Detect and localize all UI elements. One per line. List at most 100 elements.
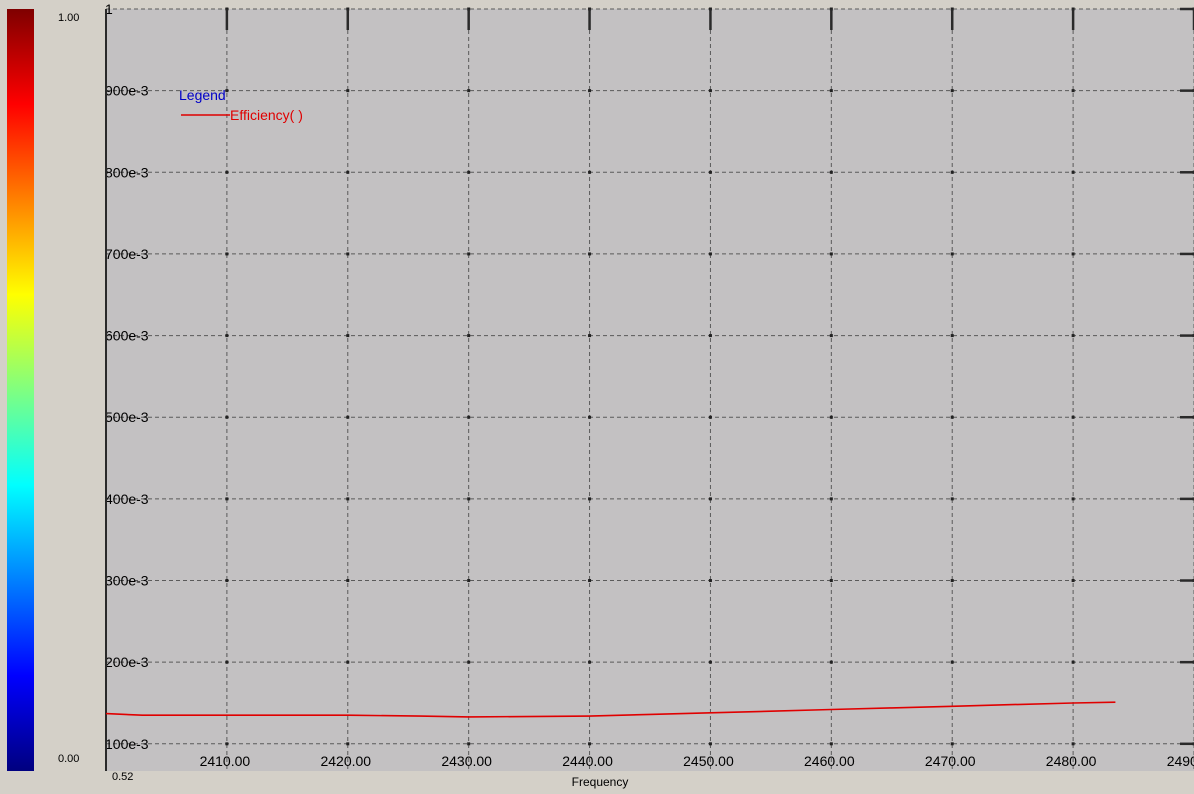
grid-marker bbox=[225, 742, 229, 746]
grid-marker bbox=[829, 89, 833, 93]
grid-marker bbox=[467, 579, 471, 583]
grid-marker bbox=[829, 170, 833, 174]
grid-marker bbox=[588, 334, 592, 338]
grid-marker bbox=[588, 497, 592, 501]
grid-marker bbox=[588, 170, 592, 174]
grid-marker bbox=[950, 334, 954, 338]
grid-marker bbox=[1071, 334, 1075, 338]
grid-marker bbox=[346, 334, 350, 338]
grid-marker bbox=[1071, 660, 1075, 664]
y-tick-label: 600e-3 bbox=[105, 328, 149, 344]
grid-marker bbox=[1071, 742, 1075, 746]
grid-marker bbox=[225, 334, 229, 338]
grid-marker bbox=[588, 742, 592, 746]
grid-marker bbox=[708, 497, 712, 501]
x-axis-label: Frequency bbox=[572, 775, 629, 789]
grid-marker bbox=[829, 334, 833, 338]
colorbar bbox=[7, 9, 34, 771]
grid-marker bbox=[346, 579, 350, 583]
grid-marker bbox=[467, 170, 471, 174]
grid-marker bbox=[588, 579, 592, 583]
grid-marker bbox=[829, 415, 833, 419]
x-axis-min-label: 0.52 bbox=[112, 771, 133, 783]
y-tick-label: 700e-3 bbox=[105, 246, 149, 262]
grid-marker bbox=[346, 89, 350, 93]
grid-marker bbox=[588, 89, 592, 93]
legend: Legend Efficiency( ) bbox=[179, 87, 303, 123]
grid-marker bbox=[467, 252, 471, 256]
x-tick-label: 2450.00 bbox=[683, 753, 734, 769]
legend-series-label: Efficiency( ) bbox=[230, 107, 303, 123]
grid-marker bbox=[467, 660, 471, 664]
grid-marker bbox=[225, 660, 229, 664]
colorbar-max-label: 1.00 bbox=[58, 12, 80, 24]
grid-marker bbox=[829, 252, 833, 256]
efficiency-series-line bbox=[105, 701, 1116, 718]
x-tick-label: 2430.00 bbox=[441, 753, 492, 769]
grid-marker bbox=[708, 334, 712, 338]
x-tick-label: 2420.00 bbox=[320, 753, 371, 769]
grid-marker bbox=[708, 252, 712, 256]
y-tick-label: 500e-3 bbox=[105, 409, 149, 425]
grid-marker bbox=[588, 252, 592, 256]
y-tick-label: 200e-3 bbox=[105, 654, 149, 670]
grid-marker bbox=[829, 660, 833, 664]
x-tick-label: 2460.00 bbox=[804, 753, 855, 769]
grid-marker bbox=[829, 579, 833, 583]
grid-marker bbox=[225, 415, 229, 419]
grid-marker bbox=[708, 742, 712, 746]
grid-marker bbox=[708, 89, 712, 93]
grid-marker bbox=[829, 742, 833, 746]
x-tick-label: 2480.00 bbox=[1046, 753, 1097, 769]
grid-marker bbox=[708, 579, 712, 583]
grid-marker bbox=[346, 252, 350, 256]
grid-marker bbox=[467, 334, 471, 338]
grid-marker bbox=[950, 579, 954, 583]
grid-marker bbox=[588, 415, 592, 419]
grid-marker bbox=[950, 170, 954, 174]
grid-marker bbox=[1071, 89, 1075, 93]
colorbar-min-label: 0.00 bbox=[58, 753, 80, 765]
grid-marker bbox=[346, 170, 350, 174]
grid-marker bbox=[346, 497, 350, 501]
x-tick-label: 2440.00 bbox=[562, 753, 613, 769]
plot-area bbox=[106, 9, 1194, 771]
grid-marker bbox=[225, 170, 229, 174]
y-tick-label: 300e-3 bbox=[105, 573, 149, 589]
y-tick-label: 900e-3 bbox=[105, 83, 149, 99]
grid-marker bbox=[950, 252, 954, 256]
grid-marker bbox=[708, 170, 712, 174]
grid-marker bbox=[588, 660, 592, 664]
grid-marker bbox=[829, 497, 833, 501]
grid-marker bbox=[225, 579, 229, 583]
grid-marker bbox=[950, 497, 954, 501]
grid-marker bbox=[1071, 579, 1075, 583]
grid-marker bbox=[346, 742, 350, 746]
grid-marker bbox=[225, 89, 229, 93]
grid-marker bbox=[346, 660, 350, 664]
grid-marker bbox=[346, 415, 350, 419]
grid-marker bbox=[467, 89, 471, 93]
grid-marker bbox=[950, 415, 954, 419]
x-tick-label: 2470.00 bbox=[925, 753, 976, 769]
y-tick-label: 1 bbox=[105, 1, 113, 17]
grid-marker bbox=[1071, 170, 1075, 174]
grid-marker bbox=[225, 252, 229, 256]
grid-marker bbox=[1071, 415, 1075, 419]
x-tick-label: 2410.00 bbox=[200, 753, 251, 769]
grid-marker bbox=[950, 742, 954, 746]
legend-title: Legend bbox=[179, 87, 226, 103]
grid-marker bbox=[467, 415, 471, 419]
series-layer bbox=[105, 701, 1116, 718]
grid-marker bbox=[1071, 252, 1075, 256]
grid-marker bbox=[950, 89, 954, 93]
grid-marker bbox=[708, 415, 712, 419]
grid bbox=[106, 7, 1194, 771]
y-tick-label: 100e-3 bbox=[105, 736, 149, 752]
y-tick-label: 400e-3 bbox=[105, 491, 149, 507]
grid-marker bbox=[225, 497, 229, 501]
axes: 2410.00 2420.00 2430.00 2440.00 2450.00 2460.… bbox=[105, 1, 1194, 771]
grid-marker bbox=[950, 660, 954, 664]
grid-marker bbox=[467, 742, 471, 746]
